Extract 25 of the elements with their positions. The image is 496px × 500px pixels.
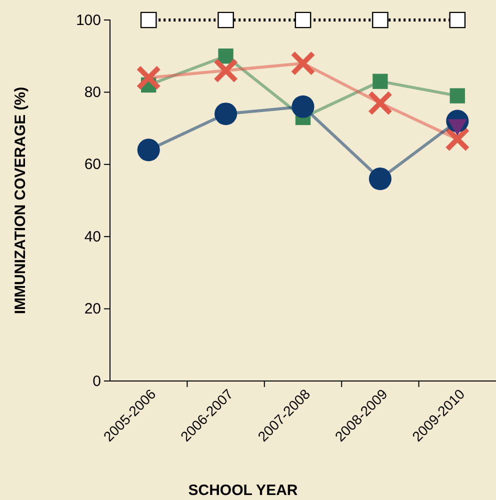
point (449, 12, 466, 28)
point (136, 65, 162, 90)
x-axis-title: SCHOOL YEAR (188, 482, 298, 499)
y-axis-title: IMMUNIZATION COVERAGE (%) (12, 86, 29, 314)
point (290, 50, 316, 76)
point (137, 138, 160, 162)
y-tick-label: 80 (84, 84, 101, 101)
point (140, 12, 157, 28)
y-tick-label: 20 (84, 300, 101, 318)
point (294, 12, 312, 28)
y-tick-label: 60 (84, 156, 101, 174)
point (213, 58, 238, 83)
point (218, 48, 234, 64)
point (450, 88, 465, 104)
y-tick-label: 100 (76, 12, 101, 29)
point (214, 102, 238, 126)
y-tick-label: 40 (84, 228, 101, 246)
point (372, 12, 388, 28)
point (368, 168, 392, 190)
y-tick-label: 0 (92, 372, 101, 390)
point (292, 95, 314, 118)
point (368, 90, 393, 116)
point (372, 74, 388, 89)
point (218, 12, 234, 28)
point (444, 126, 470, 152)
